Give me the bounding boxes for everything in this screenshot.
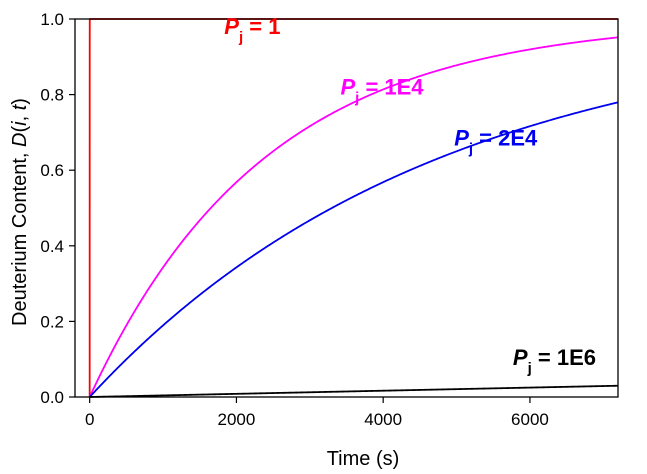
series-label-3: Pj = 2E4 bbox=[454, 126, 538, 158]
y-axis-ticks: 0.0 0.2 0.4 0.6 0.8 1.0 bbox=[40, 10, 75, 407]
y-tick-label: 0.2 bbox=[40, 312, 64, 331]
y-tick-label: 0.4 bbox=[40, 237, 64, 256]
x-axis-title: Time (s) bbox=[327, 448, 400, 470]
plot-frame bbox=[74, 18, 619, 398]
y-tick-label: 1.0 bbox=[40, 10, 64, 29]
x-tick-label: 4000 bbox=[364, 410, 402, 429]
series-labels: Pj = 1 Pj = 1E4 Pj = 2E4 Pj = 1E6 bbox=[224, 14, 596, 377]
series-line-4 bbox=[89, 384, 619, 398]
series-label-4: Pj = 1E6 bbox=[513, 345, 596, 377]
x-axis-ticks: 0 2000 4000 6000 bbox=[85, 397, 549, 429]
series-label-1: Pj = 1 bbox=[224, 14, 280, 46]
y-tick-label: 0.8 bbox=[40, 86, 64, 105]
y-tick-label: 0.6 bbox=[40, 161, 64, 180]
x-tick-label: 6000 bbox=[511, 410, 549, 429]
series-line-3 bbox=[89, 101, 619, 398]
series-label-2: Pj = 1E4 bbox=[340, 75, 424, 107]
series-line-2 bbox=[88, 36, 619, 398]
y-axis-title: Deuterium Content, D(i, t) bbox=[9, 98, 31, 326]
y-tick-label: 0.0 bbox=[40, 388, 64, 407]
x-tick-label: 0 bbox=[85, 410, 94, 429]
x-tick-label: 2000 bbox=[218, 410, 256, 429]
